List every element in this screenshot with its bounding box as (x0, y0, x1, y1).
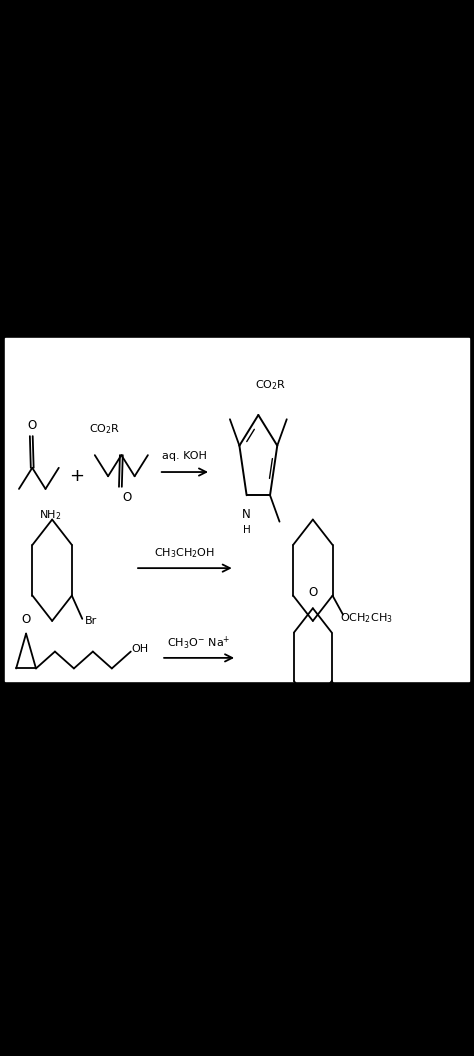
Text: N: N (242, 508, 251, 521)
Bar (5, 338, 469, 681)
Text: aq. KOH: aq. KOH (163, 451, 207, 461)
Text: O: O (308, 586, 318, 599)
Text: CH$_3$CH$_2$OH: CH$_3$CH$_2$OH (155, 546, 215, 561)
Text: OH: OH (344, 697, 361, 708)
Text: CO$_2$R: CO$_2$R (255, 378, 286, 393)
Text: CO$_2$R: CO$_2$R (89, 421, 120, 436)
Text: O: O (21, 614, 31, 626)
Text: O: O (27, 419, 37, 432)
Text: O: O (122, 491, 132, 504)
Text: NH$_2$: NH$_2$ (39, 508, 62, 523)
Text: +: + (69, 467, 84, 486)
Text: OCH$_2$CH$_3$: OCH$_2$CH$_3$ (340, 610, 393, 625)
Text: Br: Br (85, 616, 97, 626)
Text: H: H (243, 525, 250, 535)
Text: OH: OH (132, 644, 149, 655)
Text: CH$_3$O$^{-}$ Na$^{+}$: CH$_3$O$^{-}$ Na$^{+}$ (167, 635, 231, 652)
